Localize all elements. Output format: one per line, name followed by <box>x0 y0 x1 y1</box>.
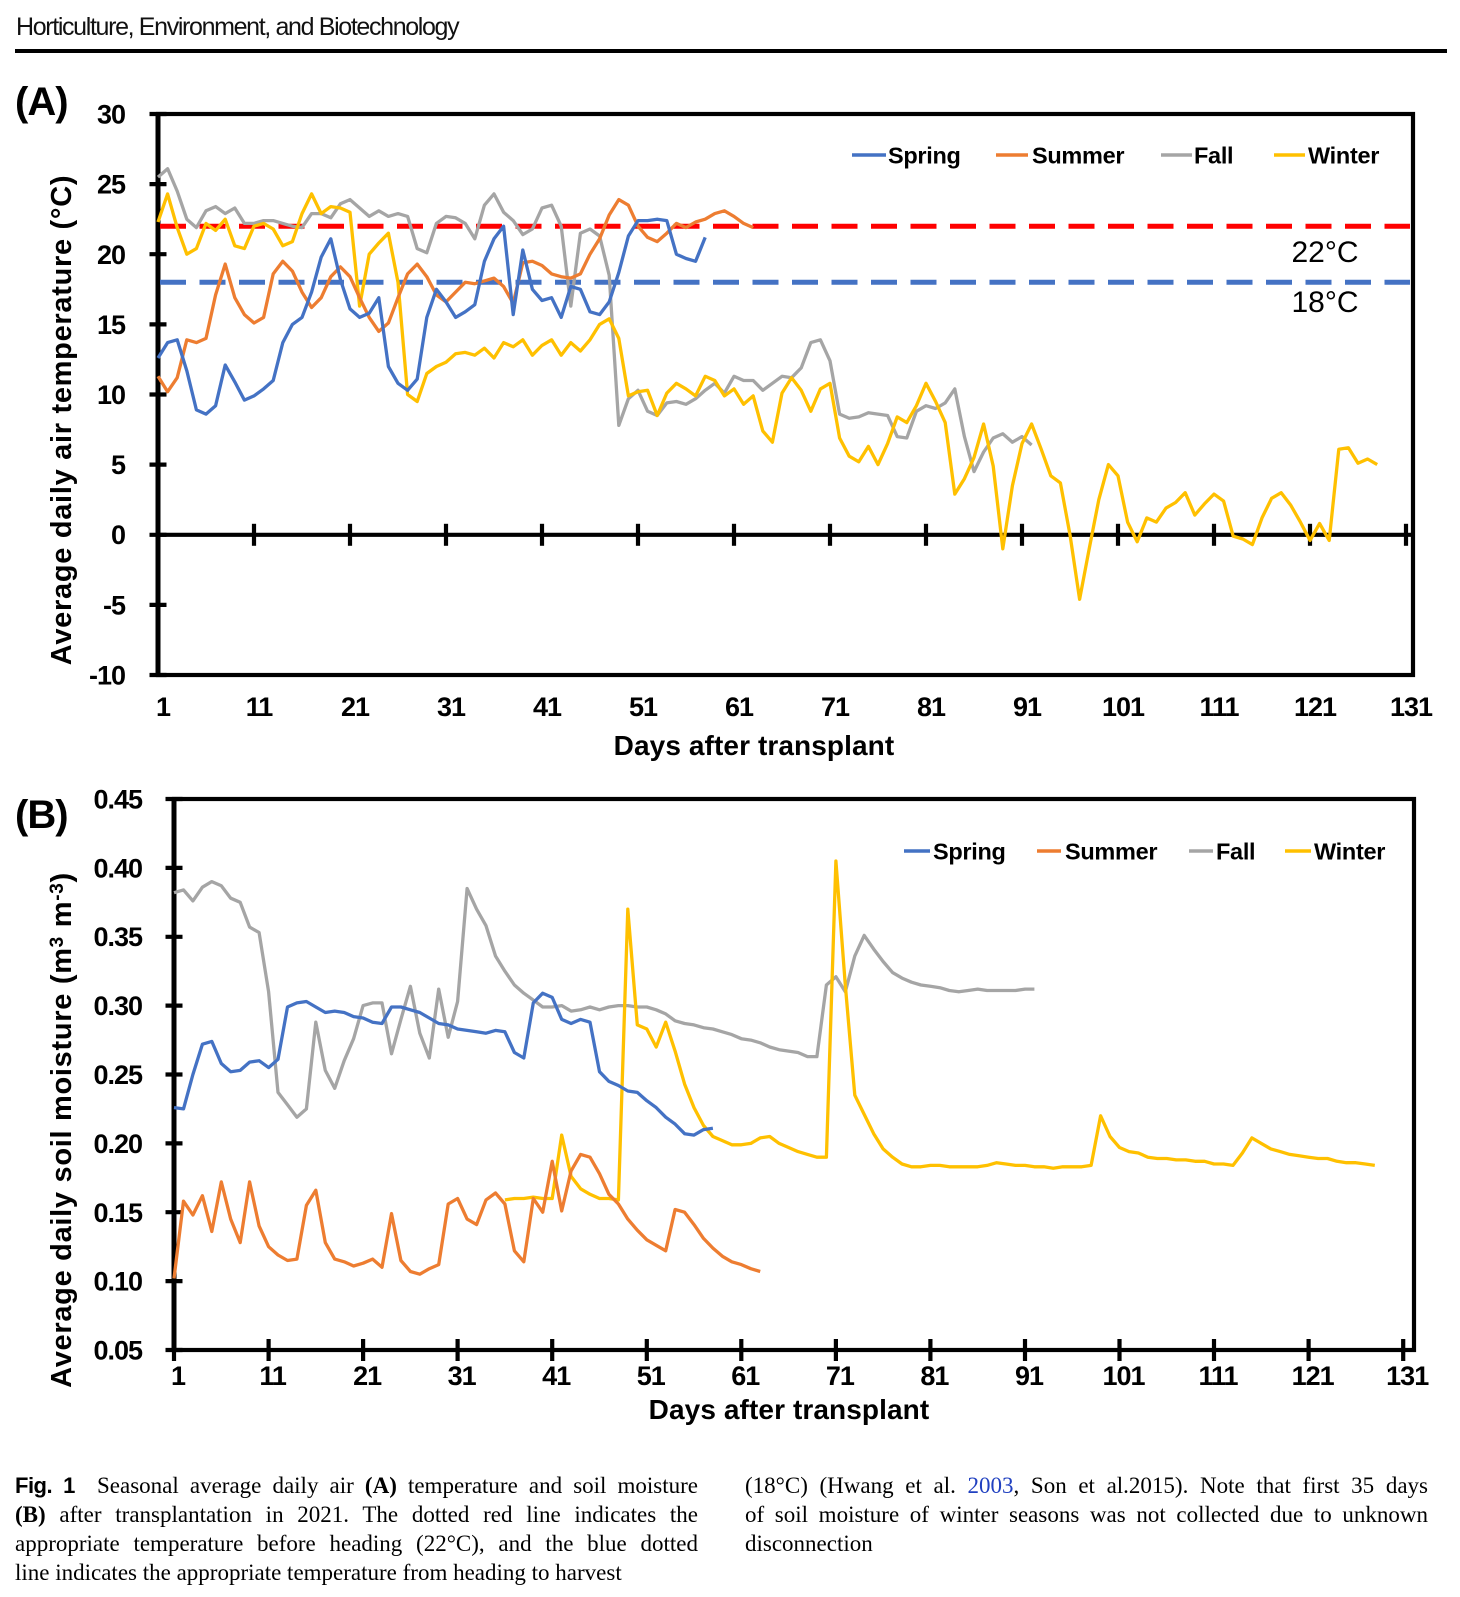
svg-text:121: 121 <box>1292 1361 1335 1391</box>
svg-text:15: 15 <box>97 310 126 340</box>
svg-text:Days after transplant: Days after transplant <box>614 730 895 761</box>
svg-text:(A): (A) <box>15 80 68 124</box>
svg-text:41: 41 <box>542 1361 571 1391</box>
svg-text:0.05: 0.05 <box>93 1336 143 1366</box>
svg-text:20: 20 <box>97 240 125 270</box>
svg-text:-10: -10 <box>89 661 125 691</box>
svg-text:81: 81 <box>917 692 946 722</box>
svg-text:51: 51 <box>629 692 658 722</box>
svg-text:30: 30 <box>97 100 125 130</box>
svg-text:Average daily air temperature: Average daily air temperature (°C) <box>46 175 78 665</box>
svg-text:Summer: Summer <box>1065 839 1157 865</box>
svg-text:71: 71 <box>821 692 850 722</box>
svg-text:91: 91 <box>1015 1361 1044 1391</box>
svg-text:121: 121 <box>1294 692 1337 722</box>
svg-text:18°C: 18°C <box>1291 286 1358 319</box>
svg-text:71: 71 <box>826 1361 855 1391</box>
svg-text:101: 101 <box>1102 692 1145 722</box>
svg-text:11: 11 <box>246 692 274 722</box>
svg-text:Average daily soil moisture (m: Average daily soil moisture (m3 m-3) <box>46 872 78 1388</box>
svg-text:Days after transplant: Days after transplant <box>649 1394 930 1425</box>
svg-text:111: 111 <box>1198 1361 1238 1391</box>
svg-text:Fall: Fall <box>1194 143 1233 169</box>
svg-text:0.15: 0.15 <box>93 1198 143 1228</box>
svg-text:1: 1 <box>156 692 171 722</box>
svg-text:51: 51 <box>637 1361 666 1391</box>
svg-text:Winter: Winter <box>1308 143 1379 169</box>
svg-text:0.30: 0.30 <box>93 991 142 1021</box>
svg-text:111: 111 <box>1199 692 1239 722</box>
svg-text:0.40: 0.40 <box>93 853 142 883</box>
svg-text:25: 25 <box>97 170 126 200</box>
svg-text:22°C: 22°C <box>1291 236 1358 269</box>
svg-text:0.45: 0.45 <box>93 785 143 815</box>
svg-text:Winter: Winter <box>1314 839 1385 865</box>
svg-text:61: 61 <box>731 1361 760 1391</box>
svg-text:131: 131 <box>1386 1361 1429 1391</box>
svg-text:0.25: 0.25 <box>93 1060 143 1090</box>
svg-text:11: 11 <box>259 1361 287 1391</box>
svg-text:0.20: 0.20 <box>93 1129 142 1159</box>
svg-text:(B): (B) <box>15 793 68 837</box>
svg-text:31: 31 <box>437 692 466 722</box>
svg-text:0.35: 0.35 <box>93 922 143 952</box>
svg-text:-5: -5 <box>103 590 126 620</box>
svg-text:81: 81 <box>920 1361 949 1391</box>
svg-text:21: 21 <box>353 1361 382 1391</box>
svg-text:0: 0 <box>111 520 125 550</box>
svg-text:10: 10 <box>97 380 125 410</box>
svg-text:Spring: Spring <box>888 143 961 169</box>
svg-text:1: 1 <box>171 1361 186 1391</box>
svg-text:31: 31 <box>448 1361 477 1391</box>
svg-text:21: 21 <box>341 692 370 722</box>
svg-text:91: 91 <box>1013 692 1042 722</box>
svg-text:Fall: Fall <box>1216 839 1255 865</box>
svg-text:Summer: Summer <box>1032 143 1124 169</box>
svg-text:41: 41 <box>533 692 562 722</box>
svg-text:131: 131 <box>1390 692 1433 722</box>
svg-text:0.10: 0.10 <box>93 1267 142 1297</box>
svg-text:Spring: Spring <box>933 839 1006 865</box>
svg-text:101: 101 <box>1102 1361 1145 1391</box>
svg-text:5: 5 <box>111 450 126 480</box>
svg-text:61: 61 <box>725 692 754 722</box>
